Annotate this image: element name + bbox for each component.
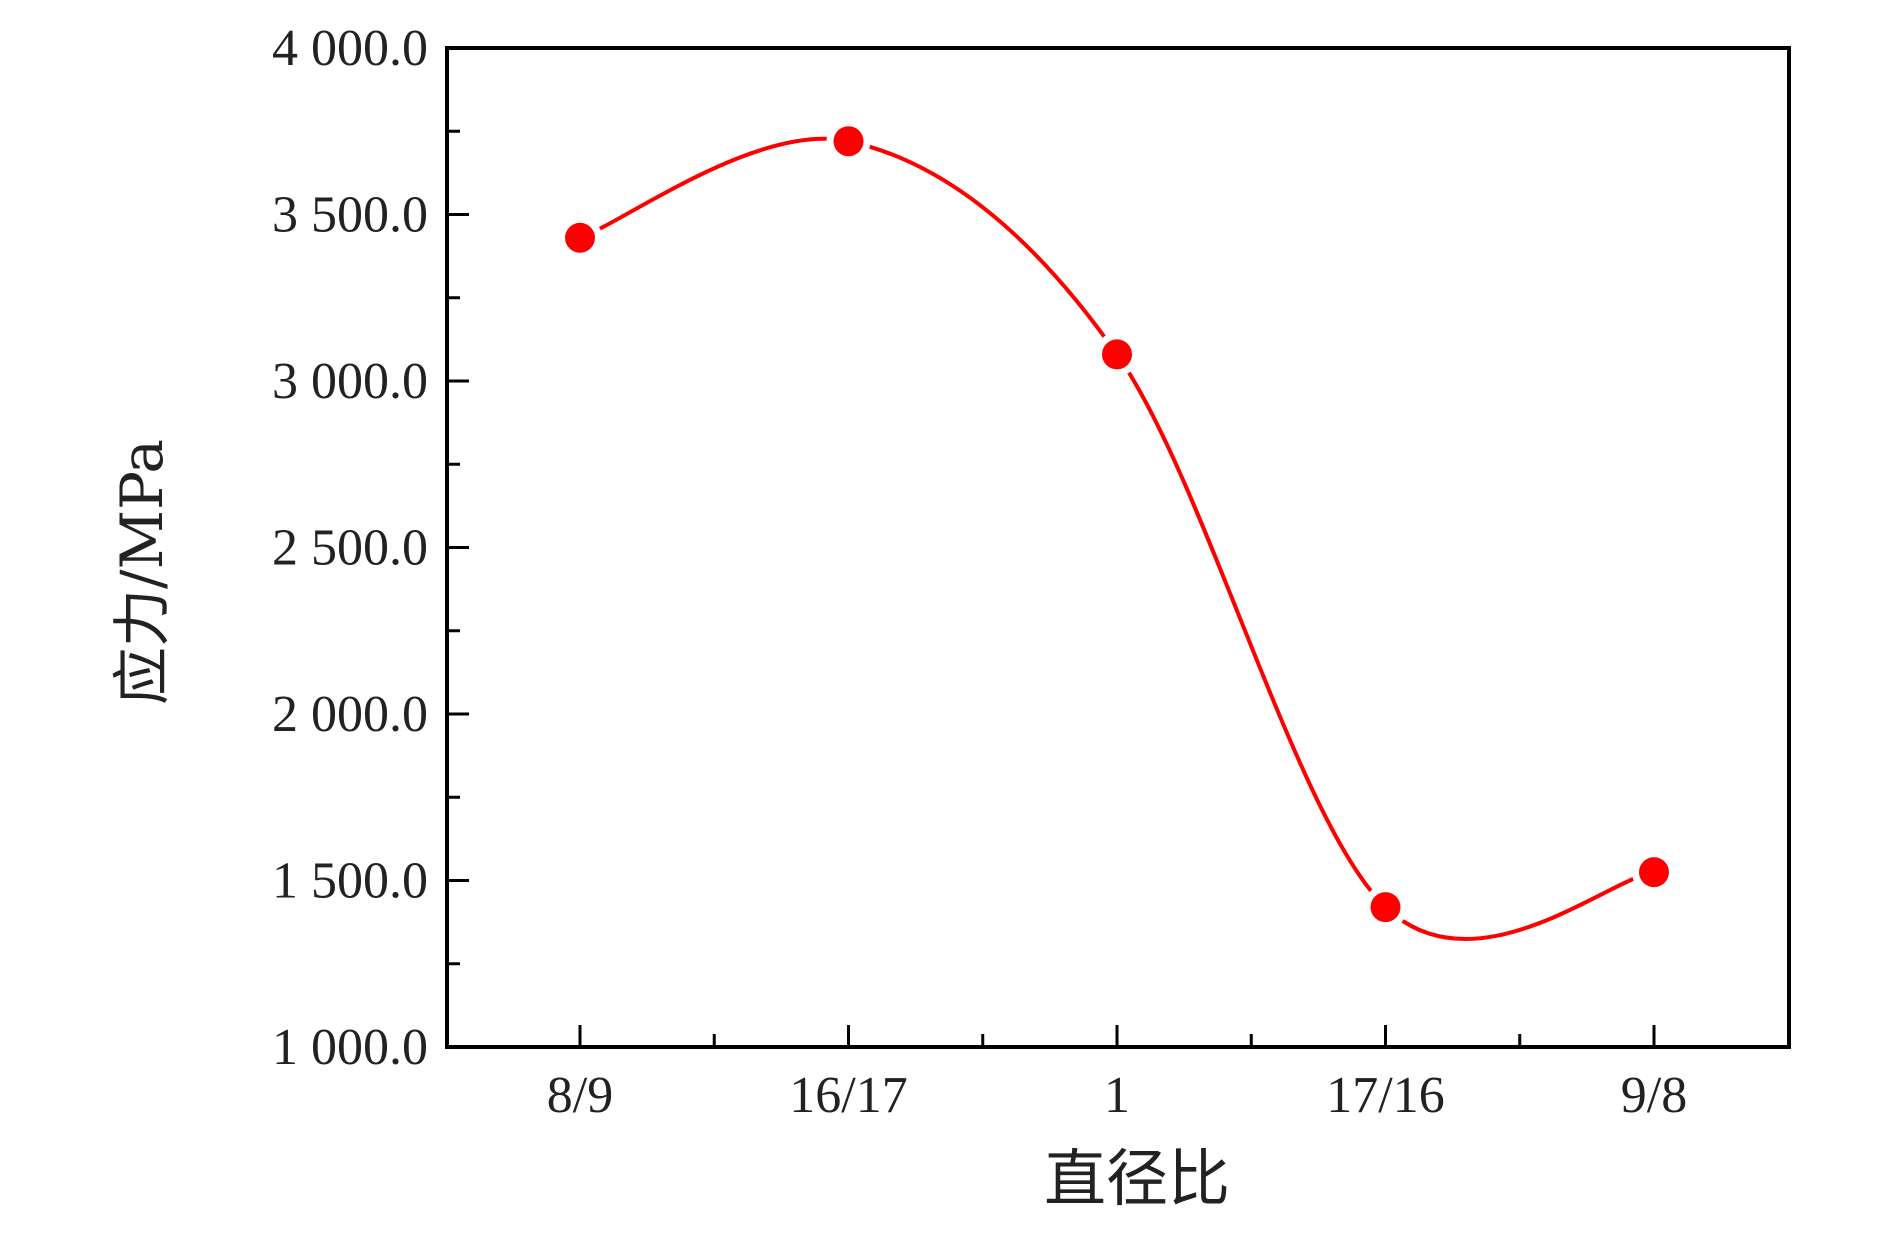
x-tick-label: 9/8 bbox=[1621, 1067, 1687, 1124]
axes bbox=[445, 46, 1791, 1049]
x-tick-label: 16/17 bbox=[789, 1067, 907, 1124]
data-point-halo bbox=[1632, 850, 1676, 895]
plot-frame bbox=[445, 46, 1791, 1049]
x-tick-label: 8/9 bbox=[547, 1067, 613, 1124]
y-tick-label: 3 500.0 bbox=[272, 187, 428, 244]
y-tick-label: 4 000.0 bbox=[272, 20, 428, 77]
data-point bbox=[1102, 339, 1132, 370]
y-tick-label: 1 000.0 bbox=[272, 1019, 428, 1076]
y-tick-label: 2 500.0 bbox=[272, 520, 428, 577]
data-point bbox=[1639, 857, 1669, 888]
y-tick-label: 2 000.0 bbox=[272, 686, 428, 743]
data-point bbox=[565, 222, 595, 253]
y-axis-title: 应力/MPa bbox=[108, 439, 176, 705]
data-point bbox=[1370, 892, 1401, 923]
x-tick-labels: 8/9 16/17 1 17/16 9/8 bbox=[547, 1067, 1687, 1124]
y-tick-label: 3 000.0 bbox=[272, 353, 428, 410]
series bbox=[579, 136, 1655, 942]
data-point-halo bbox=[558, 215, 602, 260]
x-tick-label: 1 bbox=[1104, 1067, 1130, 1124]
x-axis-title: 直径比 bbox=[1044, 1142, 1230, 1215]
y-tick-labels: 1 000.0 1 500.0 2 000.0 2 500.0 3 000.0 3 500… bbox=[272, 20, 428, 1076]
x-tick-label: 17/16 bbox=[1326, 1067, 1444, 1124]
data-points bbox=[558, 119, 1676, 930]
ticks bbox=[447, 46, 1656, 1049]
y-tick-label: 1 500.0 bbox=[272, 853, 428, 910]
series-line bbox=[579, 136, 1655, 942]
data-point bbox=[833, 126, 864, 157]
data-point-halo bbox=[1095, 332, 1139, 377]
data-point-halo bbox=[826, 119, 871, 164]
data-point-halo bbox=[1363, 885, 1408, 930]
